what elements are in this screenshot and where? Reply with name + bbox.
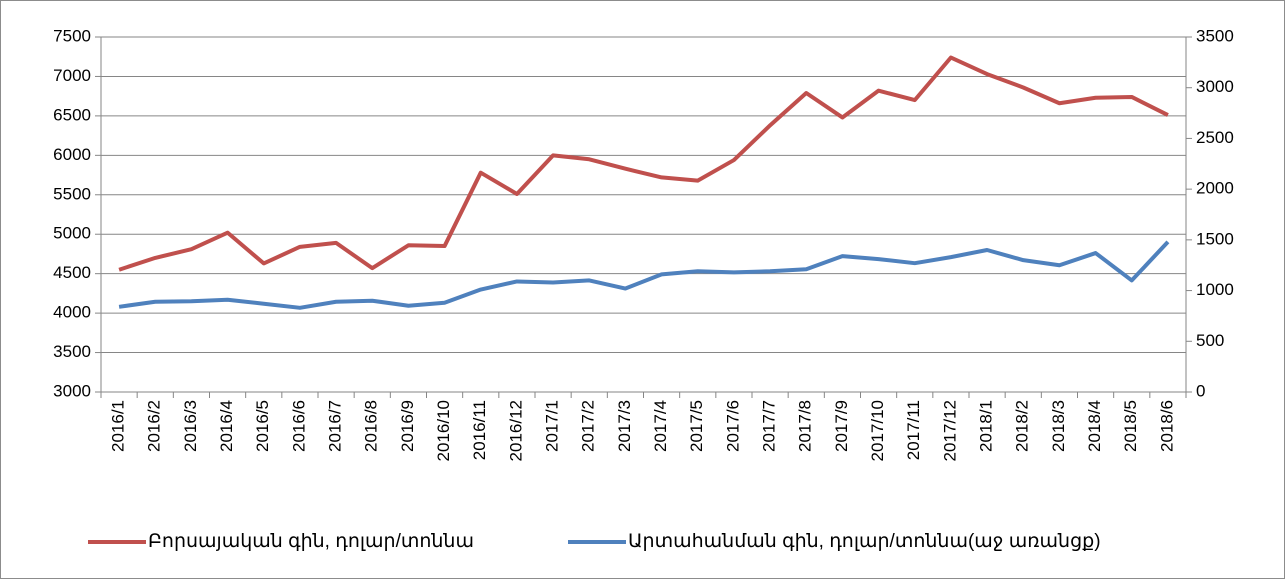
y-tick-label: 4000 [53,303,91,322]
x-tick-label: 2017/7 [760,400,779,452]
y-tick-label: 6000 [53,145,91,164]
x-tick-label: 2017/1 [543,400,562,452]
y-tick-label: 4500 [53,263,91,282]
x-tick-label: 2016/3 [181,400,200,452]
series-line [118,240,1170,310]
x-tick-label: 2017/3 [615,400,634,452]
y2-tick-label: 1000 [1196,280,1234,299]
x-tick-label: 2018/6 [1157,400,1176,452]
x-tick-label: 2016/11 [470,400,489,460]
x-tick-label: 2018/3 [1049,400,1068,452]
y-tick-label: 6500 [53,105,91,124]
y2-tick-label: 2000 [1196,179,1234,198]
x-tick-label: 2017/12 [940,400,959,461]
y2-tick-label: 0 [1196,381,1205,400]
x-tick-label: 2017/8 [796,400,815,452]
x-tick-label: 2016/5 [253,400,272,452]
y-tick-label: 7500 [53,26,91,45]
y-tick-label: 5500 [53,184,91,203]
y2-tick-label: 1500 [1196,229,1234,248]
x-tick-label: 2018/5 [1121,400,1140,452]
y2-tick-label: 2500 [1196,128,1234,147]
series-line [118,55,1169,272]
x-tick-label: 2016/6 [289,400,308,452]
x-tick-label: 2017/6 [723,400,742,452]
y-tick-label: 3000 [53,381,91,400]
x-tick-label: 2016/10 [434,400,453,461]
y-tick-label: 7000 [53,66,91,85]
x-tick-label: 2016/4 [217,400,236,452]
x-tick-label: 2016/9 [398,400,417,452]
x-tick-label: 2016/2 [145,400,164,452]
x-tick-label: 2017/11 [904,400,923,460]
x-tick-label: 2016/12 [506,400,525,461]
x-tick-label: 2016/8 [362,400,381,452]
y2-tick-label: 3000 [1196,77,1234,96]
x-tick-label: 2016/1 [109,400,128,452]
y-tick-label: 3500 [53,342,91,361]
x-tick-label: 2017/10 [868,400,887,461]
x-tick-label: 2017/2 [579,400,598,452]
y2-tick-label: 3500 [1196,26,1234,45]
legend-label: Արտահանման գին, դոլար/տոննա(աջ առանցք) [628,531,1101,552]
x-tick-label: 2017/9 [832,400,851,452]
x-tick-label: 2017/5 [687,400,706,452]
x-tick-label: 2018/2 [1013,400,1032,452]
x-tick-label: 2016/7 [326,400,345,452]
legend-label: Բորսայական գին, դոլար/տոննա [148,531,474,552]
x-tick-label: 2018/4 [1085,400,1104,452]
y2-tick-label: 500 [1196,331,1224,350]
x-tick-label: 2017/4 [651,400,670,452]
x-tick-label: 2018/1 [977,400,996,452]
y-tick-label: 5000 [53,224,91,243]
